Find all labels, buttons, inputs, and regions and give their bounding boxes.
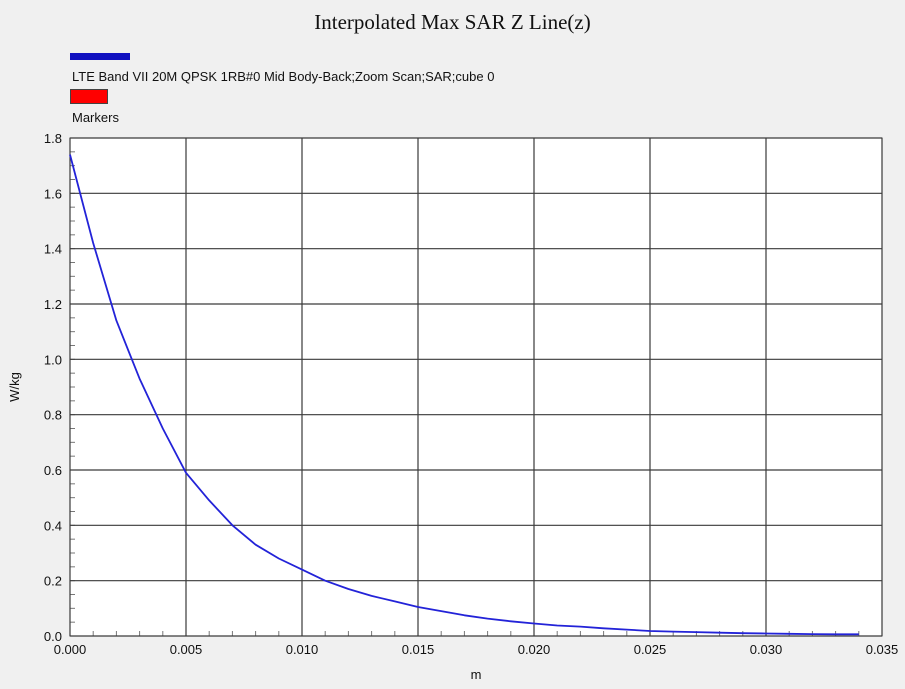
y-tick-label: 0.6 xyxy=(44,463,62,478)
x-tick-label: 0.015 xyxy=(402,642,435,657)
x-tick-label: 0.030 xyxy=(750,642,783,657)
tick-labels: 0.000 0.005 0.010 0.015 0.020 0.025 0.030 0.035… xyxy=(44,131,898,657)
y-axis-label: W/kg xyxy=(7,372,22,402)
x-tick-label: 0.005 xyxy=(170,642,203,657)
legend-swatch-markers xyxy=(70,89,108,104)
y-tick-label: 1.2 xyxy=(44,297,62,312)
y-tick-label: 0.4 xyxy=(44,518,62,533)
legend-label-markers: Markers xyxy=(72,110,119,125)
x-tick-label: 0.010 xyxy=(286,642,319,657)
x-axis-label: m xyxy=(471,667,482,682)
y-tick-label: 1.8 xyxy=(44,131,62,146)
y-tick-label: 1.6 xyxy=(44,186,62,201)
x-tick-label: 0.020 xyxy=(518,642,551,657)
plot-background xyxy=(69,137,883,637)
x-tick-label: 0.035 xyxy=(866,642,899,657)
x-tick-label: 0.000 xyxy=(54,642,87,657)
legend-label-series: LTE Band VII 20M QPSK 1RB#0 Mid Body-Bac… xyxy=(72,69,495,84)
y-tick-label: 0.0 xyxy=(44,629,62,644)
chart-title: Interpolated Max SAR Z Line(z) xyxy=(314,10,591,34)
y-tick-label: 0.2 xyxy=(44,574,62,589)
y-tick-label: 1.0 xyxy=(44,352,62,367)
x-tick-label: 0.025 xyxy=(634,642,667,657)
grid-lines xyxy=(69,137,883,637)
legend-swatch-series xyxy=(70,53,130,60)
series-layer xyxy=(69,154,859,636)
y-tick-label: 0.8 xyxy=(44,408,62,423)
series-line xyxy=(69,154,859,636)
y-tick-label: 1.4 xyxy=(44,242,62,257)
